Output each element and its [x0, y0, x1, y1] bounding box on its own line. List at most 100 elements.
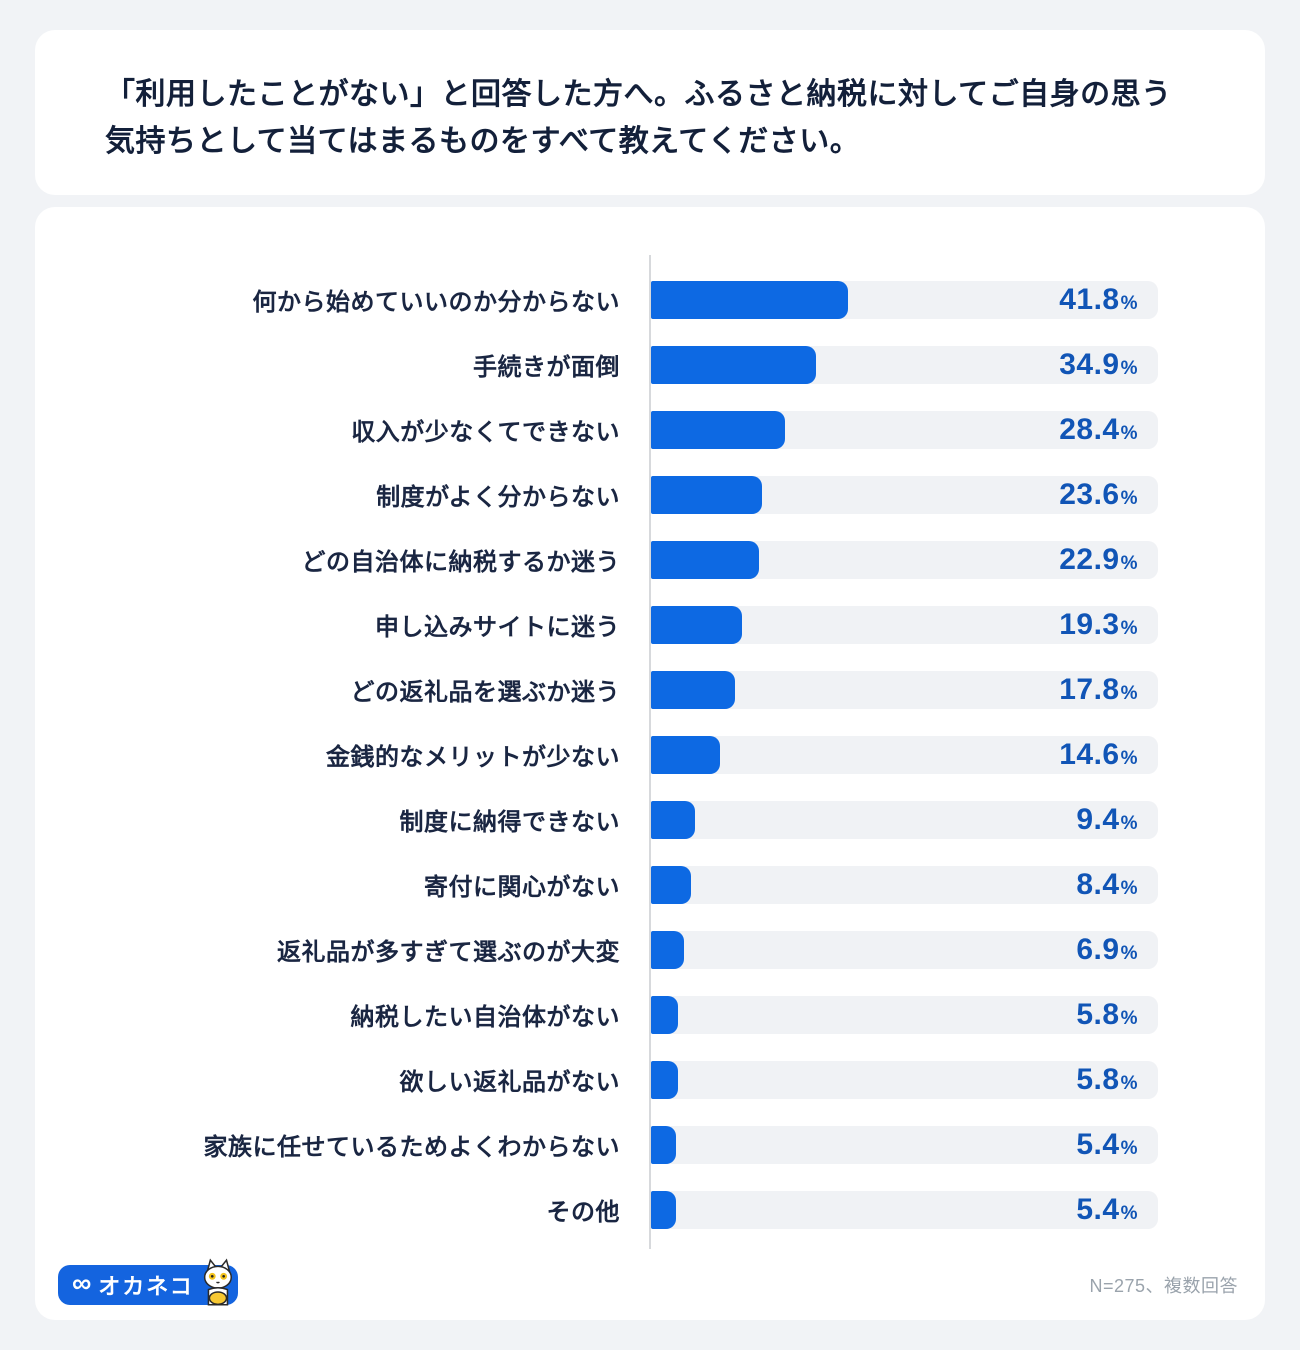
value-number: 6.9 — [1076, 932, 1120, 966]
chart-row: 欲しい返礼品がない 5.8% — [35, 1047, 1265, 1112]
bar-fill — [651, 280, 849, 319]
bar-track — [651, 800, 1158, 839]
bar-area: 19.3% — [651, 605, 1158, 644]
value-label: 23.6% — [1059, 478, 1138, 512]
value-number: 17.8 — [1059, 672, 1120, 706]
bar-area: 5.4% — [651, 1190, 1158, 1229]
percent-sign: % — [1120, 422, 1138, 444]
bar-area: 8.4% — [651, 865, 1158, 904]
bar-fill — [651, 540, 759, 579]
bar-chart: 何から始めていいのか分からない 41.8% 手続きが面倒 34.9% 収入が少な… — [35, 267, 1265, 1242]
value-number: 41.8 — [1059, 282, 1120, 316]
percent-sign: % — [1120, 292, 1138, 314]
chart-row: 寄付に関心がない 8.4% — [35, 852, 1265, 917]
bar-fill — [651, 930, 684, 969]
value-number: 5.4 — [1076, 1192, 1120, 1226]
bar-area: 5.8% — [651, 1060, 1158, 1099]
bar-fill — [651, 1190, 677, 1229]
bar-track — [651, 735, 1158, 774]
bar-track — [651, 1060, 1158, 1099]
bar-track — [651, 1125, 1158, 1164]
percent-sign: % — [1120, 812, 1138, 834]
bar-fill — [651, 605, 743, 644]
value-number: 23.6 — [1059, 477, 1120, 511]
bar-area: 41.8% — [651, 280, 1158, 319]
category-label: 家族に任せているためよくわからない — [203, 1134, 620, 1161]
percent-sign: % — [1120, 357, 1138, 379]
chart-row: 申し込みサイトに迷う 19.3% — [35, 592, 1265, 657]
percent-sign: % — [1120, 487, 1138, 509]
bar-fill — [651, 1125, 677, 1164]
category-label: 手続きが面倒 — [473, 354, 620, 381]
category-label: 寄付に関心がない — [424, 874, 620, 901]
category-label: 欲しい返礼品がない — [399, 1069, 620, 1096]
bar-area: 22.9% — [651, 540, 1158, 579]
value-number: 22.9 — [1059, 542, 1120, 576]
value-label: 17.8% — [1059, 673, 1138, 707]
chart-row: 制度に納得できない 9.4% — [35, 787, 1265, 852]
cat-mascot-icon — [203, 1258, 232, 1306]
percent-sign: % — [1120, 942, 1138, 964]
sample-size-note: N=275、複数回答 — [1089, 1276, 1238, 1296]
value-label: 5.8% — [1076, 998, 1138, 1032]
bar-area: 23.6% — [651, 475, 1158, 514]
chart-row: 金銭的なメリットが少ない 14.6% — [35, 722, 1265, 787]
value-label: 14.6% — [1059, 738, 1138, 772]
bar-fill — [651, 410, 785, 449]
value-label: 28.4% — [1059, 413, 1138, 447]
value-label: 34.9% — [1059, 348, 1138, 382]
value-label: 19.3% — [1059, 608, 1138, 642]
brand-logo-text: オカネコ — [98, 1274, 194, 1299]
chart-row: どの返礼品を選ぶか迷う 17.8% — [35, 657, 1265, 722]
bar-fill — [651, 735, 720, 774]
value-number: 9.4 — [1076, 802, 1120, 836]
value-label: 41.8% — [1059, 283, 1138, 317]
title-card: 「利用したことがない」と回答した方へ。ふるさと納税に対してご自身の思う気持ちとし… — [35, 30, 1265, 195]
value-number: 5.8 — [1076, 997, 1120, 1031]
bar-area: 5.8% — [651, 995, 1158, 1034]
chart-row: 家族に任せているためよくわからない 5.4% — [35, 1112, 1265, 1177]
percent-sign: % — [1120, 1007, 1138, 1029]
bar-fill — [651, 1060, 679, 1099]
chart-row: 制度がよく分からない 23.6% — [35, 462, 1265, 527]
value-number: 8.4 — [1076, 867, 1120, 901]
infinity-logo-icon: ∞ — [72, 1267, 92, 1298]
category-label: 申し込みサイトに迷う — [375, 614, 620, 641]
bar-area: 6.9% — [651, 930, 1158, 969]
value-label: 9.4% — [1076, 803, 1138, 837]
page-title: 「利用したことがない」と回答した方へ。ふるさと納税に対してご自身の思う気持ちとし… — [105, 78, 1172, 158]
chart-row: 手続きが面倒 34.9% — [35, 332, 1265, 397]
value-number: 5.8 — [1076, 1062, 1120, 1096]
bar-track — [651, 995, 1158, 1034]
value-label: 5.8% — [1076, 1063, 1138, 1097]
value-label: 5.4% — [1076, 1193, 1138, 1227]
percent-sign: % — [1120, 552, 1138, 574]
value-label: 6.9% — [1076, 933, 1138, 967]
bar-area: 9.4% — [651, 800, 1158, 839]
bar-track — [651, 670, 1158, 709]
percent-sign: % — [1120, 617, 1138, 639]
chart-footer: ∞ オカネコ N=275、複数回答 — [35, 1257, 1265, 1313]
category-label: 収入が少なくてできない — [351, 419, 620, 446]
category-label: どの自治体に納税するか迷う — [301, 549, 620, 576]
percent-sign: % — [1120, 1072, 1138, 1094]
category-label: その他 — [546, 1199, 620, 1226]
percent-sign: % — [1120, 1137, 1138, 1159]
bar-track — [651, 930, 1158, 969]
value-number: 5.4 — [1076, 1127, 1120, 1161]
chart-card: 何から始めていいのか分からない 41.8% 手続きが面倒 34.9% 収入が少な… — [35, 207, 1265, 1320]
bar-fill — [651, 865, 691, 904]
chart-row: 収入が少なくてできない 28.4% — [35, 397, 1265, 462]
bar-fill — [651, 995, 679, 1034]
bar-area: 14.6% — [651, 735, 1158, 774]
category-label: どの返礼品を選ぶか迷う — [350, 679, 620, 706]
value-label: 8.4% — [1076, 868, 1138, 902]
bar-track — [651, 1190, 1158, 1229]
bar-area: 34.9% — [651, 345, 1158, 384]
category-label: 納税したい自治体がない — [350, 1004, 620, 1031]
category-label: 制度がよく分からない — [376, 484, 620, 511]
y-axis-line — [649, 255, 651, 1249]
value-number: 28.4 — [1059, 412, 1120, 446]
category-label: 返礼品が多すぎて選ぶのが大変 — [277, 939, 620, 966]
percent-sign: % — [1120, 1202, 1138, 1224]
